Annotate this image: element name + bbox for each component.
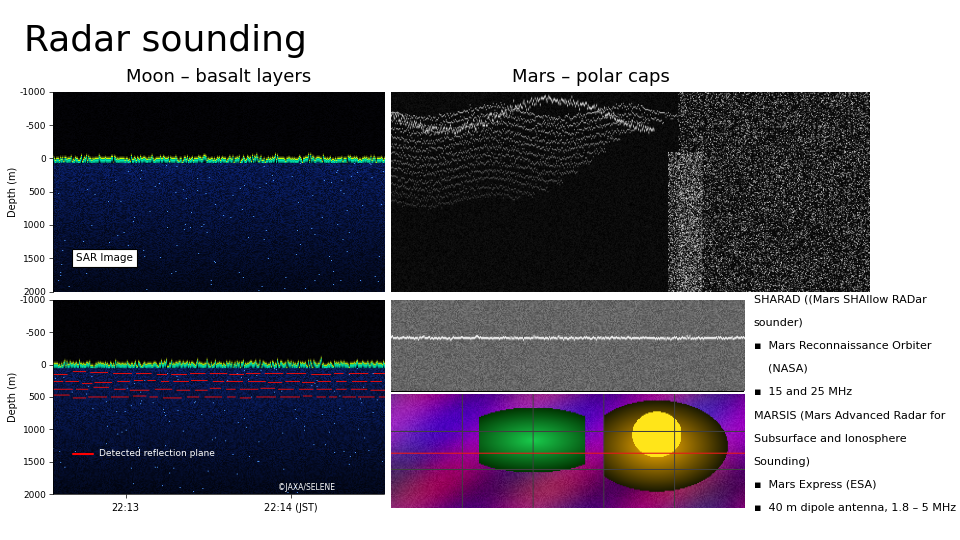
Text: sounder): sounder) — [754, 318, 804, 328]
Text: ▪  40 m dipole antenna, 1.8 – 5 MHz: ▪ 40 m dipole antenna, 1.8 – 5 MHz — [754, 503, 956, 514]
Text: MARSIS (Mars Advanced Radar for: MARSIS (Mars Advanced Radar for — [754, 410, 945, 421]
Text: Sounding): Sounding) — [754, 457, 810, 467]
Y-axis label: Depth (m): Depth (m) — [9, 166, 18, 217]
Text: ▪  Mars Express (ESA): ▪ Mars Express (ESA) — [754, 480, 876, 490]
Text: Radar sounding: Radar sounding — [24, 24, 307, 58]
Text: Detected reflection plane: Detected reflection plane — [99, 449, 215, 458]
Text: SHARAD ((Mars SHAllow RADar: SHARAD ((Mars SHAllow RADar — [754, 294, 926, 305]
Text: ▪  15 and 25 MHz: ▪ 15 and 25 MHz — [754, 387, 852, 397]
Text: Subsurface and Ionosphere: Subsurface and Ionosphere — [754, 434, 906, 444]
Text: ©JAXA/SELENE: ©JAXA/SELENE — [278, 483, 335, 492]
Text: Mars – polar caps: Mars – polar caps — [513, 68, 670, 85]
Text: ▪  Mars Reconnaissance Orbiter: ▪ Mars Reconnaissance Orbiter — [754, 341, 931, 351]
Text: SAR Image: SAR Image — [76, 253, 132, 264]
Y-axis label: Depth (m): Depth (m) — [9, 372, 18, 422]
Text: Moon – basalt layers: Moon – basalt layers — [126, 68, 311, 85]
Text: (NASA): (NASA) — [754, 364, 807, 374]
